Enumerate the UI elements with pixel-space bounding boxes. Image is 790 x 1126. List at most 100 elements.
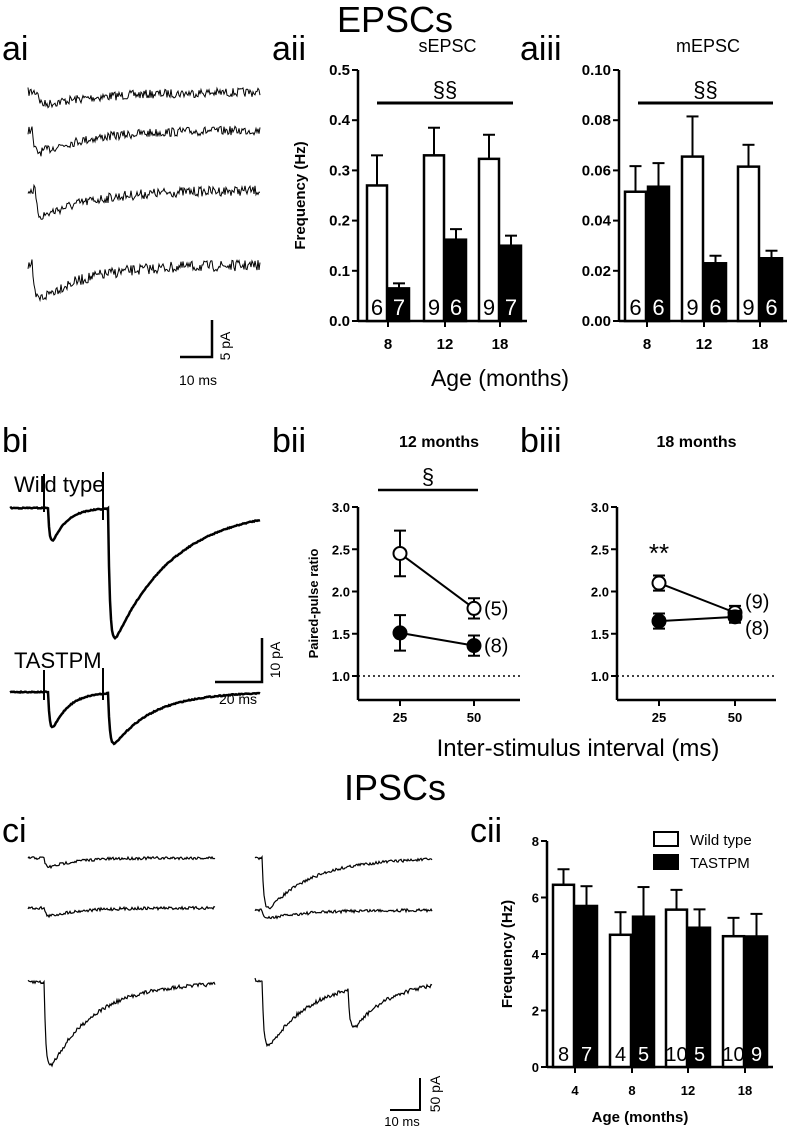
n-label: 5 (694, 1044, 705, 1066)
scale-bar-bi: 10 pA 20 ms (215, 638, 283, 707)
current-trace (27, 183, 261, 220)
bar-wild-type (608, 933, 633, 1069)
x-tick-label: 50 (467, 710, 481, 725)
ipscs-title: IPSCs (344, 767, 446, 808)
significance-marker: §§ (433, 77, 457, 102)
bar-tastpm (574, 904, 599, 1069)
n-label: 4 (615, 1044, 626, 1066)
scale-bar-y-label: 10 pA (267, 641, 283, 678)
bar-tastpm (687, 926, 712, 1069)
x-tick-label: 12 (681, 1083, 695, 1098)
bar-wild-type (422, 154, 446, 323)
n-label: (8) (745, 618, 769, 640)
bar-wild-type (623, 190, 648, 323)
y-tick-label: 0.3 (329, 162, 350, 179)
n-label: 6 (450, 295, 462, 320)
epscs-title: EPSCs (337, 0, 453, 40)
n-label: 5 (638, 1044, 649, 1066)
panel-label-ai: ai (2, 30, 28, 68)
current-trace (27, 905, 216, 919)
x-tick-label: 8 (643, 336, 651, 353)
point-wild-type (392, 545, 408, 561)
n-label: 6 (765, 295, 777, 320)
point-tastpm (727, 609, 743, 625)
y-tick-label: 2 (532, 1004, 539, 1019)
n-label: 6 (652, 295, 664, 320)
significance-marker: ** (649, 538, 669, 568)
y-tick-label: 0.02 (582, 263, 611, 280)
electrophysiology-traces (9, 86, 433, 1068)
y-tick-label: 3.0 (591, 500, 609, 515)
legend-label: TASTPM (690, 855, 750, 872)
n-label: 8 (558, 1044, 569, 1066)
tastpm-trace-label: TASTPM (14, 648, 102, 673)
chart-title: sEPSC (418, 36, 476, 56)
y-tick-label: 0 (532, 1060, 539, 1075)
n-label: 10 (665, 1044, 687, 1066)
y-tick-label: 0.1 (329, 263, 350, 280)
y-tick-label: 2.0 (332, 585, 350, 600)
scale-bar-y-label: 5 pA (217, 331, 233, 360)
scale-bar-lines (215, 638, 264, 684)
bar-wild-type (664, 908, 689, 1069)
n-label: 10 (722, 1044, 744, 1066)
panel-label-bi: bi (2, 422, 28, 460)
significance-marker: §§ (693, 77, 717, 102)
y-tick-label: 2.0 (591, 585, 609, 600)
scale-bar-lines (180, 320, 214, 359)
scale-bar-y-label: 50 pA (427, 1075, 443, 1112)
point-wild-type (651, 575, 667, 591)
y-tick-label: 0.04 (582, 213, 612, 230)
series-line (658, 582, 736, 614)
current-trace (27, 259, 261, 303)
bar-tastpm (631, 915, 656, 1069)
age-axis-label: Age (months) (431, 365, 569, 391)
y-tick-label: 1.5 (591, 627, 609, 642)
y-tick-label: 0.06 (582, 162, 611, 179)
bar-wild-type (736, 165, 761, 323)
y-tick-label: 0.2 (329, 213, 350, 230)
current-trace (27, 979, 216, 1068)
current-trace (27, 125, 261, 157)
wild-type-trace-label: Wild type (14, 472, 104, 497)
n-label: 7 (393, 295, 405, 320)
x-tick-label: 25 (393, 710, 407, 725)
scale-bar-x-label: 20 ms (219, 691, 257, 707)
panel-label-aii: aii (272, 30, 306, 68)
current-trace (9, 690, 261, 746)
bar-wild-type (477, 157, 501, 323)
y-tick-label: 0.0 (329, 313, 350, 330)
x-tick-label: 8 (628, 1083, 635, 1098)
y-tick-label: 4 (532, 947, 540, 962)
chart-title: 12 months (399, 434, 479, 451)
legend-swatch (653, 854, 679, 870)
scale-bar-ci: 50 pA 10 ms (384, 1075, 443, 1126)
y-axis-label: Frequency (Hz) (292, 141, 309, 249)
scale-bar-x-label: 10 ms (384, 1114, 420, 1126)
y-tick-label: 0.10 (582, 62, 611, 79)
stimulus-artifact (43, 472, 104, 520)
point-tastpm (392, 625, 408, 641)
y-tick-label: 6 (532, 891, 539, 906)
y-tick-label: 2.5 (332, 542, 350, 557)
n-label: 6 (709, 295, 721, 320)
current-trace (9, 505, 261, 641)
bar-wild-type (721, 934, 746, 1069)
panel-label-biii: biii (520, 422, 562, 460)
point-tastpm (466, 638, 482, 654)
current-trace (254, 977, 433, 1048)
x-tick-label: 4 (571, 1083, 579, 1098)
x-tick-label: 18 (752, 336, 769, 353)
x-tick-label: 12 (437, 336, 454, 353)
current-trace (254, 855, 433, 910)
scale-bar-ai: 5 pA 10 ms (179, 320, 233, 388)
n-label: 7 (581, 1044, 592, 1066)
n-label: (9) (745, 592, 769, 614)
x-axis-label: Age (months) (592, 1109, 689, 1126)
n-label: (8) (484, 636, 508, 658)
chart-bii: 1.0 1.5 2.0 2.5 3.0 Paired-pulse ratio 12 mont… (306, 434, 520, 725)
scale-bar-x-label: 10 ms (179, 372, 217, 388)
n-label: 9 (742, 295, 754, 320)
